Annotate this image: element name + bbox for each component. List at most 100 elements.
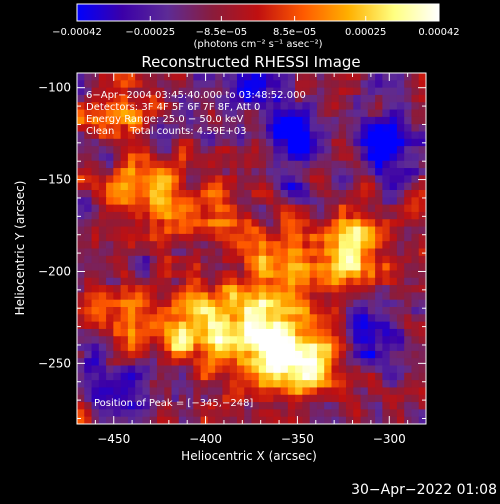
heatmap-cell bbox=[331, 116, 340, 125]
heatmap-cell bbox=[280, 219, 289, 228]
heatmap-cell bbox=[266, 226, 274, 235]
heatmap-cell bbox=[316, 380, 325, 389]
heatmap-cell bbox=[418, 197, 426, 206]
heatmap-cell bbox=[273, 307, 282, 315]
heatmap-cell bbox=[411, 358, 420, 367]
heatmap-cell bbox=[389, 380, 398, 389]
heatmap-cell bbox=[164, 168, 173, 176]
heatmap-cell bbox=[382, 153, 391, 162]
heatmap-cell bbox=[186, 307, 194, 315]
heatmap-cell bbox=[171, 102, 180, 111]
heatmap-cell bbox=[186, 255, 194, 264]
heatmap-cell bbox=[120, 285, 129, 293]
heatmap-cell bbox=[171, 87, 180, 96]
heatmap-cell bbox=[309, 153, 318, 162]
heatmap-cell bbox=[266, 365, 274, 374]
heatmap-cell bbox=[251, 277, 260, 286]
heatmap-cell bbox=[389, 190, 398, 198]
heatmap-cell bbox=[229, 73, 238, 81]
heatmap-cell bbox=[396, 168, 405, 176]
heatmap-cell bbox=[120, 219, 129, 228]
heatmap-cell bbox=[375, 204, 383, 213]
heatmap-cell bbox=[367, 394, 376, 403]
heatmap-cell bbox=[98, 307, 107, 315]
heatmap-cell bbox=[375, 211, 383, 220]
heatmap-cell bbox=[287, 197, 296, 206]
heatmap-cell bbox=[375, 131, 383, 140]
heatmap-cell bbox=[77, 314, 85, 323]
heatmap-cell bbox=[331, 94, 340, 103]
heatmap-cell bbox=[367, 102, 376, 111]
heatmap-cell bbox=[389, 94, 398, 103]
heatmap-cell bbox=[324, 277, 333, 286]
heatmap-cell bbox=[135, 168, 144, 176]
heatmap-cell bbox=[135, 299, 144, 308]
heatmap-cell bbox=[120, 372, 129, 381]
heatmap-cell bbox=[186, 190, 194, 198]
heatmap-cell bbox=[280, 255, 289, 264]
heatmap-cell bbox=[375, 233, 383, 242]
heatmap-cell bbox=[84, 131, 93, 140]
heatmap-cell bbox=[229, 328, 238, 337]
heatmap-cell bbox=[418, 270, 426, 279]
heatmap-cell bbox=[418, 146, 426, 155]
heatmap-cell bbox=[353, 219, 362, 228]
heatmap-cell bbox=[171, 285, 180, 293]
heatmap-cell bbox=[324, 409, 333, 418]
heatmap-cell bbox=[251, 255, 260, 264]
heatmap-cell bbox=[309, 124, 318, 133]
heatmap-cell bbox=[266, 94, 274, 103]
heatmap-cell bbox=[382, 394, 391, 403]
heatmap-cell bbox=[98, 365, 107, 374]
heatmap-cell bbox=[316, 197, 325, 206]
heatmap-cell bbox=[120, 80, 129, 89]
heatmap-cell bbox=[156, 416, 165, 424]
heatmap-cell bbox=[106, 307, 114, 315]
heatmap-cell bbox=[302, 416, 311, 424]
heatmap-cell bbox=[142, 321, 151, 330]
heatmap-cell bbox=[404, 153, 413, 162]
heatmap-cell bbox=[164, 182, 173, 191]
heatmap-cell bbox=[127, 102, 136, 111]
heatmap-cell bbox=[404, 248, 413, 257]
heatmap-cell bbox=[135, 204, 144, 213]
heatmap-cell bbox=[200, 94, 209, 103]
heatmap-cell bbox=[331, 102, 340, 111]
heatmap-cell bbox=[142, 197, 151, 206]
heatmap-cell bbox=[113, 138, 122, 147]
heatmap-cell bbox=[207, 394, 216, 403]
heatmap-cell bbox=[222, 226, 231, 235]
heatmap-cell bbox=[127, 124, 136, 133]
heatmap-cell bbox=[244, 153, 253, 162]
heatmap-cell bbox=[229, 314, 238, 323]
heatmap-cell bbox=[207, 182, 216, 191]
heatmap-cell bbox=[186, 387, 194, 396]
heatmap-cell bbox=[411, 307, 420, 315]
heatmap-cell bbox=[389, 153, 398, 162]
heatmap-cell bbox=[84, 138, 93, 147]
heatmap-cell bbox=[84, 168, 93, 176]
heatmap-cell bbox=[171, 116, 180, 125]
heatmap-cell bbox=[338, 219, 347, 228]
heatmap-cell bbox=[375, 219, 383, 228]
heatmap-cell bbox=[331, 263, 340, 272]
heatmap-cell bbox=[280, 211, 289, 220]
heatmap-cell bbox=[236, 80, 245, 89]
heatmap-cell bbox=[280, 365, 289, 374]
heatmap-cell bbox=[287, 146, 296, 155]
heatmap-cell bbox=[367, 307, 376, 315]
heatmap-cell bbox=[367, 124, 376, 133]
heatmap-cell bbox=[178, 365, 187, 374]
heatmap-cell bbox=[171, 219, 180, 228]
heatmap-cell bbox=[229, 299, 238, 308]
heatmap-cell bbox=[171, 299, 180, 308]
heatmap-cell bbox=[156, 160, 165, 169]
heatmap-cell bbox=[229, 102, 238, 111]
heatmap-cell bbox=[266, 248, 274, 257]
heatmap-cell bbox=[77, 372, 85, 381]
heatmap-cell bbox=[411, 146, 420, 155]
heatmap-cell bbox=[207, 80, 216, 89]
heatmap-cell bbox=[244, 255, 253, 264]
heatmap-cell bbox=[389, 73, 398, 81]
heatmap-cell bbox=[280, 138, 289, 147]
